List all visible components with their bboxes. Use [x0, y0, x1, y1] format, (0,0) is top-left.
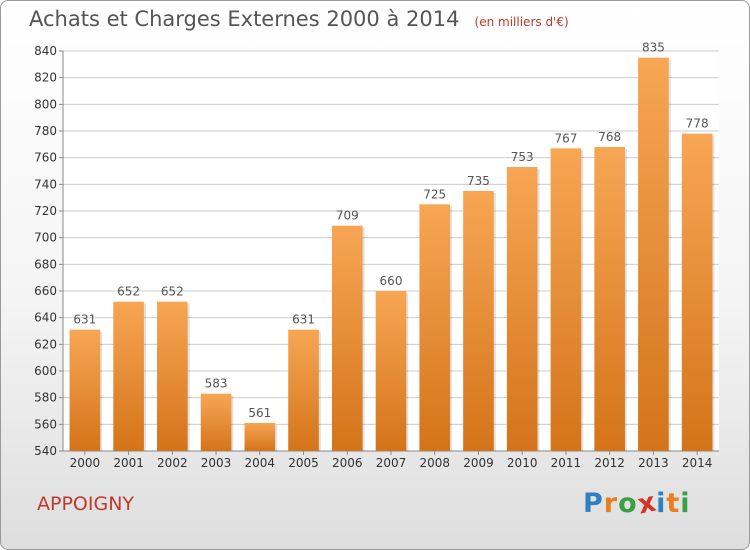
x-tick-label: 2012: [594, 456, 625, 470]
bar-value-label: 835: [642, 41, 665, 55]
bars: [69, 57, 715, 452]
bar-value-label: 561: [248, 406, 271, 420]
bar: [113, 301, 144, 451]
x-tick-label: 2013: [638, 456, 669, 470]
proxiti-logo: Proxiti: [583, 486, 691, 520]
logo-letter: t: [666, 488, 681, 519]
x-tick-label: 2002: [157, 456, 188, 470]
labels: 631 2000 652 2001 652 2002 583 2003 561 2004 631 20…: [70, 41, 713, 470]
bar-value-label: 631: [292, 313, 315, 327]
bar-value-label: 652: [117, 285, 140, 299]
x-tick-label: 2011: [551, 456, 582, 470]
x-tick-label: 2005: [288, 456, 319, 470]
x-tick-label: 2014: [682, 456, 713, 470]
bar-value-label: 709: [336, 209, 359, 223]
logo-letter: r: [603, 488, 619, 519]
bar: [288, 329, 319, 451]
bar-value-label: 767: [554, 131, 577, 145]
bar-value-label: 652: [161, 285, 184, 299]
bar: [157, 301, 188, 451]
y-tick-label: 600: [34, 364, 57, 378]
y-tick-label: 620: [34, 337, 57, 351]
y-tick-label: 740: [34, 177, 57, 191]
bar: [594, 147, 625, 451]
chart-subtitle: (en milliers d'€): [474, 15, 569, 29]
bar-value-label: 753: [511, 150, 534, 164]
x-tick-label: 2000: [70, 456, 101, 470]
y-tick-label: 680: [34, 257, 57, 271]
y-tick-label: 540: [34, 444, 57, 458]
y-tick-label: 660: [34, 284, 57, 298]
logo-letter: P: [583, 488, 604, 519]
y-tick-label: 820: [34, 71, 57, 85]
y-tick-label: 840: [34, 44, 57, 58]
x-tick-label: 2003: [201, 456, 232, 470]
x-tick-label: 2004: [245, 456, 276, 470]
x-tick-label: 2006: [332, 456, 363, 470]
bar: [375, 291, 407, 451]
chart-title: Achats et Charges Externes 2000 à 2014: [29, 7, 460, 31]
bar-value-label: 660: [380, 274, 403, 288]
bar: [681, 133, 713, 451]
y-tick-label: 720: [34, 204, 57, 218]
bar-value-label: 778: [686, 117, 709, 131]
logo-letter: i: [680, 488, 691, 519]
title-row: Achats et Charges Externes 2000 à 2014 (…: [29, 7, 569, 31]
x-tick-label: 2008: [419, 456, 450, 470]
x-tick-label: 2007: [376, 456, 407, 470]
y-tick-label: 700: [34, 231, 57, 245]
logo-letter: i: [656, 488, 667, 519]
bar-value-label: 768: [598, 130, 621, 144]
bar: [506, 167, 538, 451]
bar: [69, 329, 101, 451]
x-tick-label: 2001: [113, 456, 144, 470]
y-tick-label: 560: [34, 417, 57, 431]
bar-value-label: 583: [205, 377, 228, 391]
bar: [419, 204, 451, 451]
logo-letter: o: [618, 488, 638, 519]
bar-value-label: 631: [73, 313, 96, 327]
bar-value-label: 735: [467, 174, 490, 188]
x-tick-label: 2010: [507, 456, 538, 470]
bar: [463, 191, 494, 451]
bar-value-label: 725: [423, 187, 446, 201]
bar: [550, 148, 582, 452]
y-tick-label: 780: [34, 124, 57, 138]
bar: [638, 57, 669, 452]
bar: [331, 225, 363, 451]
commune-name: APPOIGNY: [37, 493, 135, 515]
y-tick-label: 640: [34, 311, 57, 325]
bar: [200, 393, 232, 451]
y-tick-label: 800: [34, 97, 57, 111]
x-tick-label: 2009: [463, 456, 494, 470]
y-tick-label: 760: [34, 151, 57, 165]
y-tick-label: 580: [34, 391, 57, 405]
bar: [244, 423, 276, 451]
